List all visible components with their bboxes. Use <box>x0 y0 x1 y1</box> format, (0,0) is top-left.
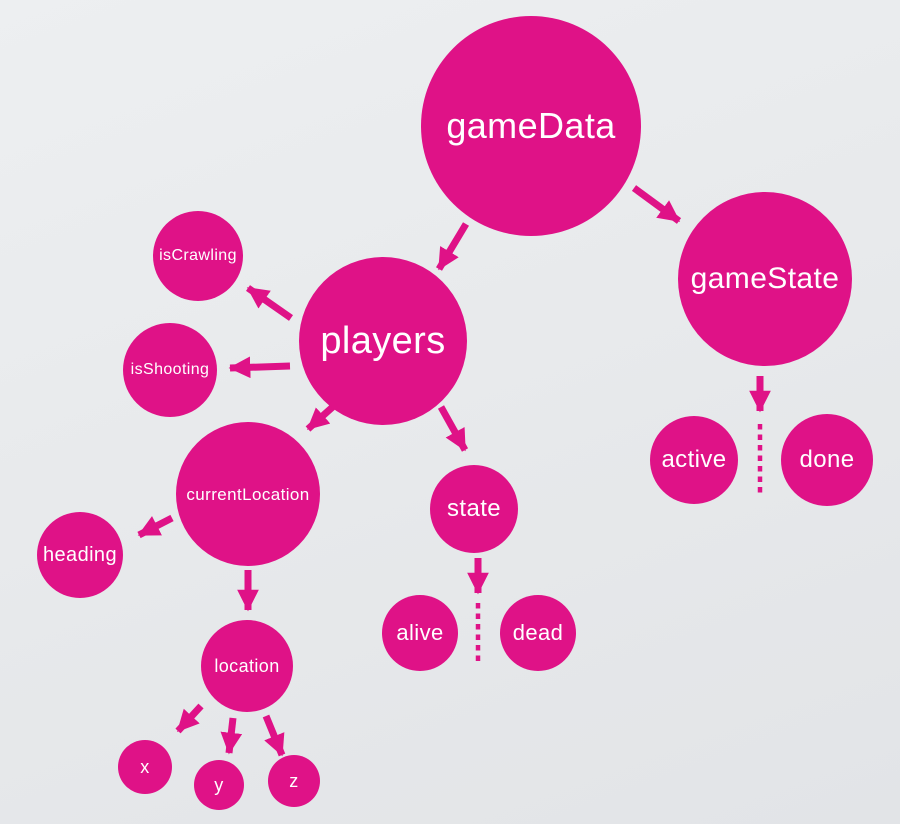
node-currentlocation-label: currentLocation <box>186 484 310 504</box>
edge-players-isshooting <box>228 356 291 379</box>
node-players-label: players <box>320 320 446 362</box>
node-currentlocation: currentLocation <box>176 422 320 566</box>
edge-location-x <box>175 703 204 734</box>
node-alive-label: alive <box>396 620 444 645</box>
node-active: active <box>650 416 738 504</box>
edge-currentlocation-heading <box>137 514 174 539</box>
node-x: x <box>118 740 172 794</box>
edge-players-currentlocation <box>305 401 339 432</box>
node-state: state <box>430 465 518 553</box>
node-alive: alive <box>382 595 458 671</box>
node-heading-label: heading <box>43 544 117 566</box>
node-z-label: z <box>289 771 299 791</box>
node-iscrawling: isCrawling <box>153 211 243 301</box>
node-dead: dead <box>500 595 576 671</box>
node-y-label: y <box>214 775 224 795</box>
node-players: players <box>299 257 467 425</box>
edge-players-state <box>437 405 469 452</box>
node-gamestate-label: gameState <box>690 262 840 295</box>
node-heading: heading <box>37 512 123 598</box>
edge-gamedata-gamestate <box>631 185 682 224</box>
edge-players-iscrawling <box>245 285 294 321</box>
node-location: location <box>201 620 293 712</box>
node-gamedata-label: gameData <box>446 105 616 146</box>
node-done-label: done <box>799 446 855 473</box>
node-z: z <box>268 755 320 807</box>
edge-location-z <box>262 714 286 757</box>
node-location-label: location <box>214 656 280 676</box>
edge-location-y <box>220 717 243 755</box>
node-dead-label: dead <box>512 620 564 645</box>
node-gamestate: gameState <box>678 192 852 366</box>
node-active-label: active <box>661 446 727 473</box>
node-done: done <box>781 414 873 506</box>
node-x-label: x <box>140 757 150 777</box>
node-gamedata: gameData <box>421 16 641 236</box>
node-isshooting: isShooting <box>123 323 217 417</box>
node-isshooting-label: isShooting <box>130 361 210 378</box>
edge-gamedata-players <box>435 222 470 271</box>
node-y: y <box>194 760 244 810</box>
node-state-label: state <box>446 495 502 522</box>
node-iscrawling-label: isCrawling <box>159 247 237 264</box>
